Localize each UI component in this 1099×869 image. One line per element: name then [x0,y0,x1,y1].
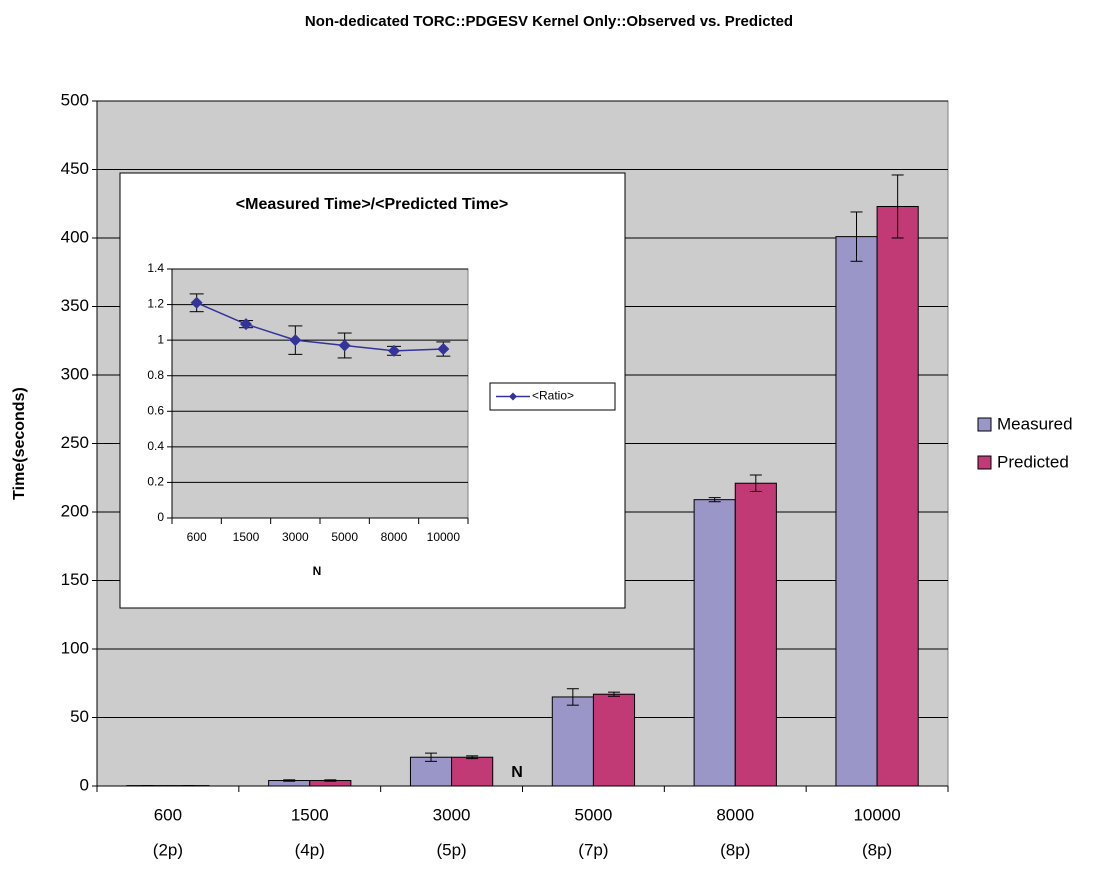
line [196,302,444,352]
x-tick-label: 8000 [381,530,408,544]
y-tick-label: 0.4 [147,439,164,453]
x-tick-sublabel: (8p) [720,840,750,859]
y-tick-label: 150 [61,570,89,589]
y-tick-label: 450 [61,159,89,178]
bar [451,756,494,787]
legend-swatch [977,417,992,432]
x-tick-sublabel: (7p) [578,840,608,859]
bar [734,482,777,787]
marker [190,296,203,309]
legend-marker [509,392,517,401]
y-tick-label: 0.6 [147,403,164,417]
y-tick-label: 50 [70,707,89,726]
marker [338,339,351,352]
y-tick-label: 250 [61,433,89,452]
y-tick-label: 1.2 [147,297,164,311]
y-tick-label: 200 [61,501,89,520]
y-tick-label: 350 [61,296,89,315]
x-tick-sublabel: (5p) [436,840,466,859]
y-tick-label: 100 [61,638,89,657]
y-tick-label: 0 [157,510,164,524]
y-tick-label: 500 [61,90,89,109]
bar [693,499,736,787]
x-tick-label: 10000 [427,530,461,544]
x-tick-label: 1500 [291,805,329,824]
legend-swatch [977,455,992,470]
y-tick-label: 1 [157,332,164,346]
chart-title: <Measured Time>/<Predicted Time> [236,196,508,213]
chart-title: Non-dedicated TORC::PDGESV Kernel Only::… [305,13,793,30]
x-tick-sublabel: (2p) [153,840,183,859]
x-axis-label: N [511,764,523,781]
y-tick-label: 400 [61,227,89,246]
legend-label: Predicted [997,452,1069,471]
marker [437,343,450,356]
x-tick-label: 600 [187,530,207,544]
plot-area [171,268,469,519]
y-tick-label: 300 [61,364,89,383]
bar [409,756,453,787]
bar [551,696,594,787]
x-tick-label: 8000 [716,805,754,824]
bar [592,693,636,787]
bar [835,236,878,787]
x-tick-label: 5000 [331,530,358,544]
x-tick-label: 5000 [575,805,613,824]
x-tick-sublabel: (4p) [295,840,325,859]
x-tick-label: 3000 [282,530,309,544]
x-tick-label: 10000 [853,805,900,824]
legend-label: Measured [997,414,1073,433]
y-tick-label: 0.2 [147,475,164,489]
y-tick-label: 1.4 [147,261,164,275]
y-tick-label: 0 [80,775,89,794]
x-tick-label: 3000 [433,805,471,824]
marker [289,334,302,347]
x-axis-label: N [313,564,322,578]
y-tick-label: 0.8 [147,368,164,382]
y-axis-label: Time(seconds) [11,387,28,500]
bar [876,205,919,787]
x-tick-label: 1500 [233,530,260,544]
x-tick-label: 600 [154,805,182,824]
marker [240,318,252,331]
x-tick-sublabel: (8p) [862,840,892,859]
legend-label: <Ratio> [532,389,574,403]
marker [388,344,400,357]
